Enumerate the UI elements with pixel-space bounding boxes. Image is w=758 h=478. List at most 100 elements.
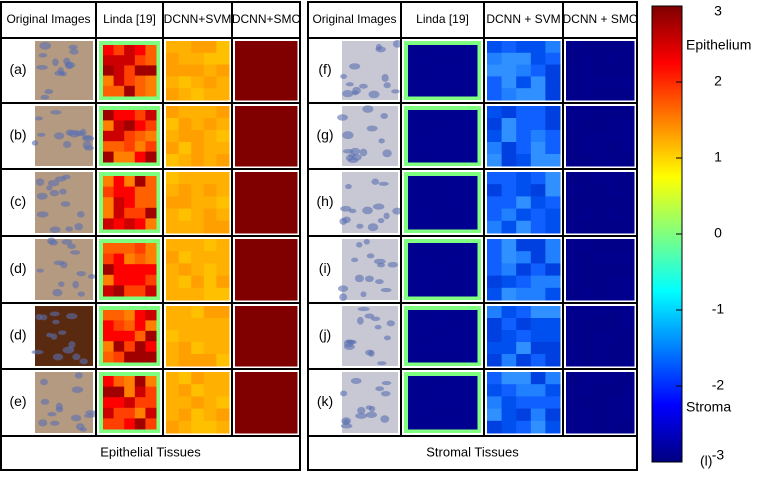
- heatmap-cell: [272, 239, 286, 252]
- nucleus: [82, 135, 95, 142]
- heatmap-cell: [530, 142, 546, 155]
- heatmap-cell: [421, 253, 437, 265]
- heatmap-cell: [435, 397, 450, 409]
- heatmap-cell: [449, 418, 464, 430]
- heatmap-cell: [134, 45, 146, 56]
- nucleus: [343, 419, 350, 425]
- heatmap-cell: [166, 318, 180, 331]
- heatmap-cell: [178, 396, 192, 410]
- nucleus: [342, 149, 354, 154]
- heatmap-cell: [259, 52, 273, 66]
- heatmap-cell: [530, 64, 546, 77]
- heatmap-cell: [530, 287, 546, 301]
- heatmap-cell: [166, 263, 180, 277]
- heatmap-cell: [435, 320, 450, 332]
- heatmap-cell: [134, 55, 146, 66]
- heatmap-cell: [593, 420, 608, 434]
- heatmap-cell: [449, 151, 464, 163]
- row-label: (j): [319, 327, 331, 343]
- heatmap-cell: [421, 75, 437, 87]
- heatmap-cell: [516, 130, 532, 143]
- heatmap-cell: [247, 354, 261, 367]
- heatmap-cell: [216, 142, 230, 155]
- heatmap-cell: [530, 396, 546, 410]
- heatmap-cell: [421, 218, 437, 230]
- nucleus: [345, 184, 352, 190]
- heatmap-cell: [593, 106, 608, 119]
- heatmap-cell: [216, 306, 230, 319]
- heatmap-cell: [408, 341, 423, 353]
- heatmap-cell: [134, 341, 146, 353]
- heatmap-cell: [421, 264, 437, 276]
- nucleus: [31, 349, 44, 355]
- heatmap-cell: [284, 420, 298, 434]
- heatmap-cell: [487, 287, 503, 301]
- heatmap-cell: [463, 110, 478, 121]
- heatmap-cell: [435, 274, 450, 286]
- caption: Stromal Tissues: [426, 444, 519, 459]
- heatmap-cell: [284, 287, 298, 301]
- heatmap-cell: [124, 330, 136, 342]
- heatmap-cell: [145, 397, 157, 409]
- heatmap-cell: [284, 41, 298, 54]
- heatmap-cell: [124, 55, 136, 66]
- nucleus: [79, 358, 88, 365]
- heatmap-cell: [259, 220, 273, 234]
- heatmap-cell: [463, 397, 478, 409]
- heatmap-cell: [113, 264, 125, 276]
- nucleus: [356, 242, 363, 248]
- heatmap-cell: [216, 208, 230, 222]
- heatmap-cell: [259, 196, 273, 210]
- heatmap-cell: [124, 310, 136, 321]
- heatmap-cell: [435, 176, 450, 188]
- heatmap-cell: [191, 275, 205, 289]
- heatmap-cell: [579, 184, 594, 197]
- heatmap-cell: [247, 239, 261, 252]
- heatmap-cell: [463, 351, 478, 363]
- heatmap-cell: [530, 239, 546, 252]
- heatmap-cell: [284, 220, 298, 234]
- heatmap-cell: [620, 76, 635, 89]
- heatmap-cell: [124, 341, 136, 353]
- heatmap-cell: [463, 186, 478, 198]
- heatmap-cell: [191, 220, 205, 234]
- heatmap-cell: [178, 208, 192, 222]
- heatmap-cell: [203, 88, 217, 101]
- nucleus: [54, 70, 65, 76]
- heatmap-cell: [487, 263, 503, 277]
- heatmap-cell: [203, 384, 217, 397]
- heatmap-cell: [530, 130, 546, 143]
- heatmap-cell: [566, 396, 581, 410]
- heatmap-cell: [449, 253, 464, 265]
- heatmap-cell: [545, 41, 561, 54]
- heatmap-cell: [134, 120, 146, 132]
- heatmap-cell: [191, 342, 205, 355]
- heatmap-cell: [166, 142, 180, 155]
- nucleus: [36, 211, 49, 218]
- nucleus: [60, 201, 71, 207]
- heatmap-cell: [606, 220, 621, 234]
- heatmap-cell: [593, 208, 608, 222]
- heatmap-cell: [216, 64, 230, 77]
- heatmap-cell: [284, 342, 298, 355]
- heatmap-cell: [235, 251, 248, 264]
- heatmap-cell: [579, 154, 594, 167]
- heatmap-cell: [247, 64, 261, 77]
- nucleus: [357, 307, 370, 312]
- heatmap-cell: [501, 306, 517, 319]
- heatmap-cell: [449, 274, 464, 286]
- heatmap-cell: [463, 341, 478, 353]
- heatmap-cell: [113, 285, 125, 297]
- column-header: Original Images: [312, 12, 396, 26]
- heatmap-cell: [235, 52, 248, 66]
- nucleus: [52, 288, 63, 297]
- heatmap-cell: [284, 64, 298, 77]
- heatmap-cell: [124, 120, 136, 132]
- heatmap-cell: [579, 41, 594, 54]
- heatmap-cell: [566, 220, 581, 234]
- heatmap-cell: [178, 318, 192, 331]
- heatmap-cell: [247, 384, 261, 397]
- heatmap-cell: [166, 220, 180, 234]
- heatmap-cell: [593, 408, 608, 422]
- heatmap-cell: [408, 320, 423, 332]
